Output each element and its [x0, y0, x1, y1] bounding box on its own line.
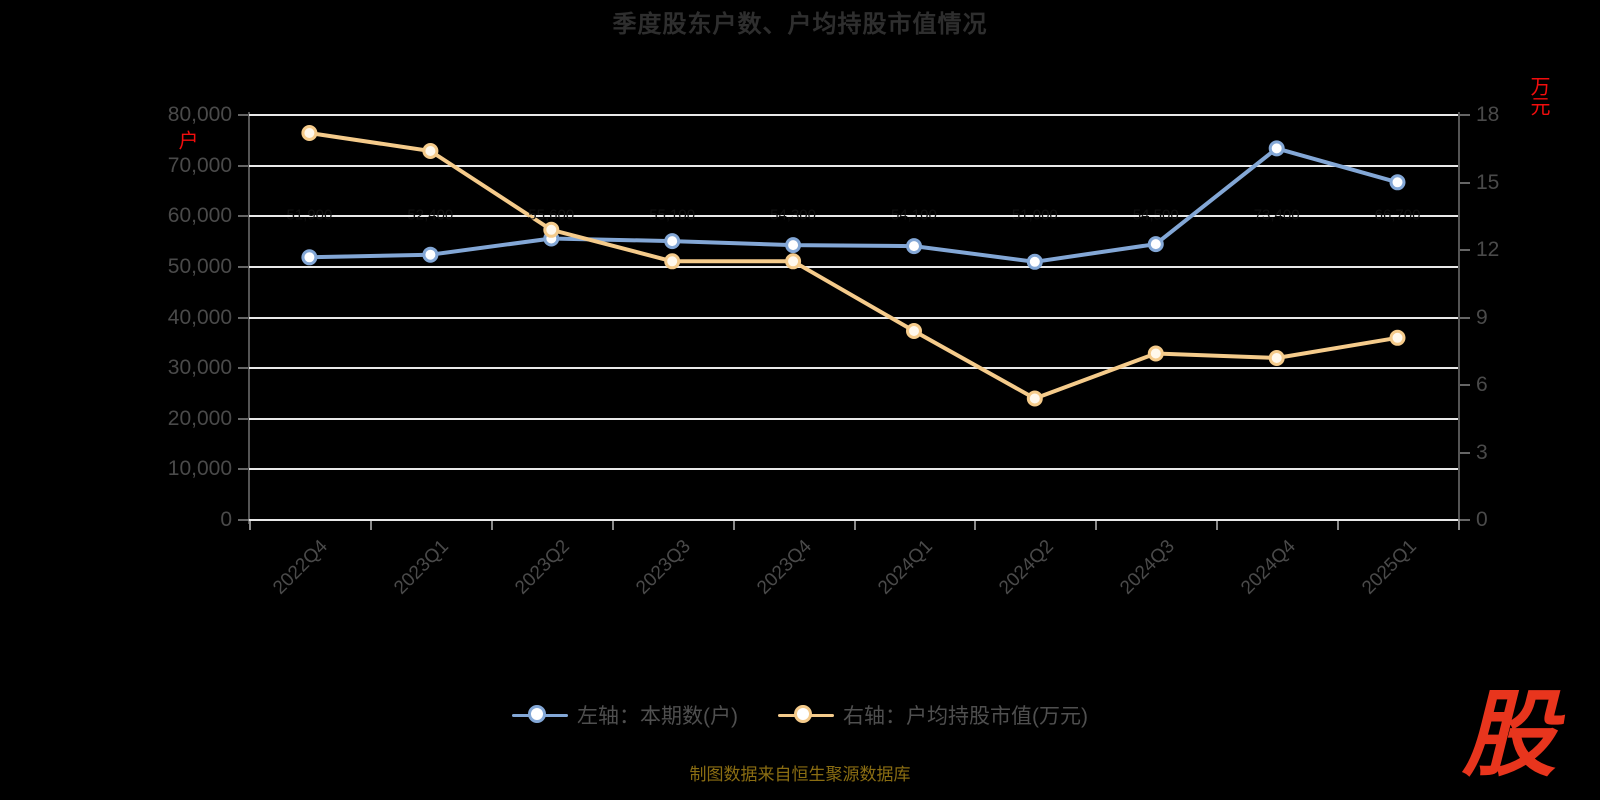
data-point-value-label: 51,000: [1011, 206, 1058, 224]
left-axis-tickmark: [238, 367, 248, 370]
right-axis-tick-label: 3: [1476, 440, 1488, 464]
data-point-value-label: 54,100: [890, 206, 937, 224]
page-title: 季度股东户数、户均持股市值情况: [612, 11, 988, 38]
left-axis-tick-label: 10,000: [167, 457, 232, 481]
left-axis-tickmark: [238, 519, 248, 521]
left-axis-tickmark: [238, 468, 248, 471]
left-axis-tickmark: [238, 265, 248, 268]
x-axis-tick-label: 2023Q2: [511, 536, 575, 599]
legend-marker-icon: [778, 702, 834, 728]
x-axis-tick-label: 2023Q1: [390, 536, 454, 599]
plot-area: [249, 114, 1458, 521]
legend-item-right-series[interactable]: 右轴：户均持股市值(万元): [778, 700, 1088, 730]
brand-watermark: 股: [1462, 682, 1556, 787]
x-axis-tickmark: [490, 521, 493, 530]
left-axis-tick-label: 30,000: [167, 356, 232, 380]
left-axis-tickmark: [238, 417, 248, 420]
x-axis-tickmark: [732, 521, 735, 530]
legend-label-right-series: 右轴：户均持股市值(万元): [843, 705, 1088, 728]
legend-item-left-series[interactable]: 左轴：本期数(户): [512, 700, 738, 730]
left-axis-tick-label: 40,000: [167, 305, 232, 329]
left-axis-tickmark: [238, 316, 248, 319]
gridline: [249, 265, 1458, 268]
x-axis-tick-label: 2025Q1: [1357, 536, 1421, 599]
right-axis-tickmark: [1460, 114, 1470, 116]
gridline: [249, 164, 1458, 167]
x-axis-tickmark: [974, 521, 977, 530]
data-point-value-label: 51,900: [286, 206, 333, 224]
x-axis-tickmark: [1458, 521, 1460, 530]
right-axis-tickmark: [1460, 181, 1470, 184]
gridline: [249, 367, 1458, 370]
x-axis-tickmark: [1095, 521, 1098, 530]
data-point-value-label: 66,700: [1374, 206, 1421, 224]
gridline: [249, 417, 1458, 420]
right-axis-tick-label: 18: [1476, 103, 1500, 126]
left-axis-tickmark: [238, 164, 248, 167]
left-axis-tick-label: 0: [220, 508, 232, 531]
x-axis-tick-label: 2024Q3: [1115, 536, 1179, 599]
gridline: [249, 316, 1458, 319]
x-axis-tickmark: [249, 521, 251, 530]
right-axis-tick-label: 15: [1476, 170, 1500, 194]
data-point-value-label: 55,100: [649, 206, 696, 224]
left-axis-tick-label: 80,000: [167, 103, 232, 126]
right-axis-unit-label: 万元: [1527, 76, 1549, 116]
x-axis-tick-label: 2023Q4: [753, 536, 816, 599]
right-axis-tickmark: [1460, 249, 1470, 251]
data-point-value-label: 55,600: [528, 206, 575, 224]
data-point-value-label: 54,500: [1132, 206, 1179, 224]
x-axis-tick-label: 2024Q4: [1236, 536, 1300, 599]
left-axis-tick-label: 70,000: [167, 153, 232, 177]
right-axis-tick-label: 6: [1476, 373, 1488, 396]
left-axis-unit-label: 户: [175, 130, 197, 150]
left-axis-tick-label: 20,000: [167, 406, 232, 430]
right-axis-tick-label: 12: [1476, 238, 1500, 261]
left-axis-tickmark: [238, 114, 248, 116]
data-point-value-label: 73,400: [1253, 206, 1300, 224]
x-axis-tick-label: 2024Q2: [995, 536, 1058, 599]
x-axis-tick-label: 2023Q3: [632, 536, 695, 599]
legend-marker-icon: [512, 702, 568, 728]
right-axis-tickmark: [1460, 451, 1470, 454]
x-axis-tickmark: [853, 521, 856, 530]
data-point-value-label: 52,400: [407, 206, 454, 224]
right-axis-tick-label: 0: [1476, 508, 1488, 531]
left-axis-tick-label: 50,000: [167, 254, 232, 278]
chart-legend: 左轴：本期数(户) 右轴：户均持股市值(万元): [0, 700, 1600, 730]
legend-label-left-series: 左轴：本期数(户): [577, 705, 738, 728]
right-axis-tick-label: 9: [1476, 305, 1488, 329]
right-axis-spine: [1458, 112, 1460, 524]
right-axis-tickmark: [1460, 384, 1470, 386]
x-axis-tick-label: 2024Q1: [874, 536, 937, 599]
right-axis-tickmark: [1460, 519, 1470, 521]
x-axis-tickmark: [1216, 521, 1219, 530]
gridline: [249, 468, 1458, 471]
x-axis-tickmark: [369, 521, 372, 530]
right-axis-tickmark: [1460, 316, 1470, 319]
x-axis-tickmark: [1337, 521, 1340, 530]
left-axis-tick-label: 60,000: [167, 204, 232, 228]
gridline: [249, 114, 1458, 116]
x-axis-tickmark: [611, 521, 614, 530]
data-point-value-label: 54,300: [770, 206, 816, 224]
gridline: [249, 519, 1458, 521]
x-axis-tick-label: 2022Q4: [269, 536, 333, 599]
footer-note: 制图数据来自恒生聚源数据库: [689, 765, 911, 784]
left-axis-tickmark: [238, 215, 248, 218]
